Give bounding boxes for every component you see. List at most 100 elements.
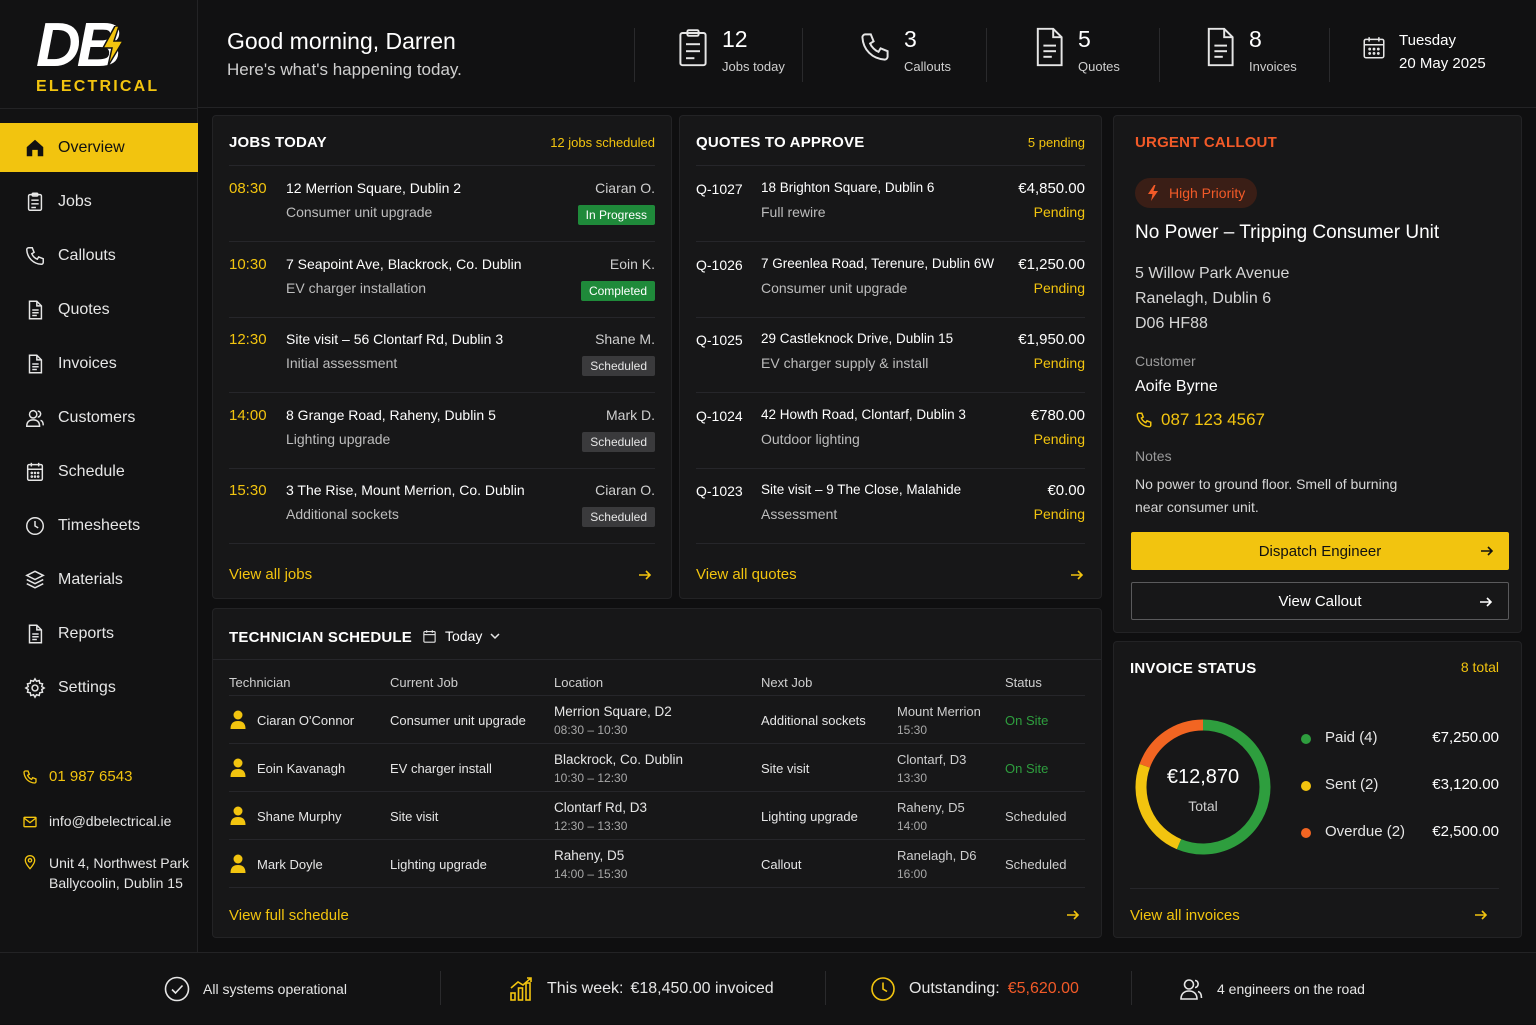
quote-status: Pending [1034,280,1085,296]
job-row[interactable]: 14:00 8 Grange Road, Raheny, Dublin 5 Ligh… [229,393,655,469]
sidebar-item-settings[interactable]: Settings [0,663,198,712]
week-label: This week: [547,980,623,998]
stat-label: Invoices [1249,59,1297,74]
column-header: Next Job [761,675,812,690]
quote-row[interactable]: Q-1027 18 Brighton Square, Dublin 6 Full r… [696,166,1085,242]
notes-line: near consumer unit. [1135,496,1397,519]
sidebar-item-schedule[interactable]: Schedule [0,447,198,496]
arrow-right-icon [1478,594,1494,610]
job-row[interactable]: 15:30 3 The Rise, Mount Merrion, Co. Dubl… [229,468,655,544]
outstanding-amount: Outstanding: €5,620.00 [870,953,1079,1025]
job-description: Additional sockets [286,506,399,522]
customer-label: Customer [1135,353,1196,369]
job-time: 12:30 [229,331,267,348]
job-address: 12 Merrion Square, Dublin 2 [286,180,461,196]
legend-amount: €2,500.00 [1432,823,1499,840]
check-circle-icon [164,976,190,1002]
sidebar-item-callouts[interactable]: Callouts [0,231,198,280]
clock-icon [24,515,46,537]
sidebar-item-customers[interactable]: Customers [0,393,198,442]
view-all-jobs-link[interactable]: View all jobs [229,566,312,583]
schedule-row[interactable]: Ciaran O'Connor Consumer unit upgrade Merr… [229,696,1085,744]
schedule-row[interactable]: Mark Doyle Lighting upgrade Raheny, D5 14:0… [229,840,1085,888]
quote-row[interactable]: Q-1026 7 Greenlea Road, Terenure, Dublin … [696,242,1085,318]
quote-row[interactable]: Q-1025 29 Castleknock Drive, Dublin 15 EV … [696,317,1085,393]
stat-quotes[interactable]: 5 Quotes [1032,26,1120,74]
mail-icon [22,814,38,830]
technician-status: On Site [1005,713,1048,728]
view-all-quotes-link[interactable]: View all quotes [696,566,797,583]
job-time: 14:00 [229,407,267,424]
brand-logo[interactable]: DB ELECTRICAL [36,18,118,74]
technician-avatar-icon [230,710,246,730]
chevron-down-icon [490,631,500,641]
divider [802,28,803,82]
document-icon [24,353,46,375]
legend-swatch [1301,734,1311,744]
stat-jobs[interactable]: 12 Jobs today [676,26,785,74]
clipboard-icon [676,26,710,68]
next-job: Lighting upgrade [761,809,858,824]
header: Good morning, Darren Here's what's happe… [198,0,1536,108]
sidebar-item-timesheets[interactable]: Timesheets [0,501,198,550]
customer-phone[interactable]: 087 123 4567 [1135,410,1265,430]
box-icon [24,569,46,591]
technician-name: Eoin Kavanagh [257,761,345,776]
next-location: Ranelagh, D6 [897,848,977,863]
weekly-invoiced: This week: €18,450.00 invoiced [508,953,774,1025]
legend-label: Overdue (2) [1325,823,1405,840]
sidebar-phone[interactable]: 01 987 6543 [22,768,197,785]
notes-label: Notes [1135,448,1172,464]
calendar-icon [422,629,437,644]
technician-status: Scheduled [1005,857,1066,872]
systems-status: All systems operational [164,953,347,1025]
technician-name: Ciaran O'Connor [257,713,354,728]
schedule-filter-dropdown[interactable]: Today [422,628,500,644]
dispatch-engineer-button[interactable]: Dispatch Engineer [1131,532,1509,570]
schedule-row[interactable]: Shane Murphy Site visit Clontarf Rd, D3 12:… [229,792,1085,840]
arrow-right-icon[interactable] [1069,567,1085,583]
address-line: Unit 4, Northwest Park [49,853,189,873]
sidebar-item-invoices[interactable]: Invoices [0,339,198,388]
quote-amount: €0.00 [1047,482,1085,499]
technician-status: Scheduled [1005,809,1066,824]
quote-status: Pending [1034,506,1085,522]
sidebar-email[interactable]: info@dbelectrical.ie [22,813,197,830]
outstanding-value: €5,620.00 [1008,980,1079,998]
sidebar: DB ELECTRICAL Overview Jobs Callouts Quo… [0,0,198,952]
bar-chart-icon [508,976,534,1002]
greeting: Good morning, Darren [227,28,462,55]
view-callout-button[interactable]: View Callout [1131,582,1509,620]
divider [0,108,198,109]
view-all-invoices-link[interactable]: View all invoices [1130,907,1240,924]
schedule-row[interactable]: Eoin Kavanagh EV charger install Blackrock… [229,744,1085,792]
arrow-right-icon[interactable] [1473,907,1489,923]
job-technician: Shane M. [595,331,655,347]
view-full-schedule-link[interactable]: View full schedule [229,907,349,924]
sidebar-item-reports[interactable]: Reports [0,609,198,658]
quote-row[interactable]: Q-1024 42 Howth Road, Clontarf, Dublin 3 O… [696,393,1085,469]
sidebar-item-materials[interactable]: Materials [0,555,198,604]
job-row[interactable]: 10:30 7 Seapoint Ave, Blackrock, Co. Dubl… [229,242,655,318]
invoices-count: 8 total [1461,659,1499,675]
job-technician: Ciaran O. [595,482,655,498]
stat-invoices[interactable]: 8 Invoices [1203,26,1297,74]
job-technician: Mark D. [606,407,655,423]
job-description: Lighting upgrade [286,431,390,447]
arrow-right-icon[interactable] [1065,907,1081,923]
arrow-right-icon[interactable] [637,567,653,583]
job-row[interactable]: 12:30 Site visit – 56 Clontarf Rd, Dublin… [229,317,655,393]
sidebar-item-quotes[interactable]: Quotes [0,285,198,334]
sidebar-item-jobs[interactable]: Jobs [0,177,198,226]
sidebar-item-overview[interactable]: Overview [0,123,198,172]
location-time: 10:30 – 12:30 [554,771,627,785]
stat-callouts[interactable]: 3 Callouts [858,26,951,74]
quote-address: 42 Howth Road, Clontarf, Dublin 3 [761,407,966,422]
job-row[interactable]: 08:30 12 Merrion Square, Dublin 2 Consumer… [229,166,655,242]
phone-icon [1135,411,1153,429]
quote-row[interactable]: Q-1023 Site visit – 9 The Close, Malahide… [696,468,1085,544]
job-address: 3 The Rise, Mount Merrion, Co. Dublin [286,482,525,498]
status-badge: Scheduled [582,507,655,527]
sidebar-address: Unit 4, Northwest Park Ballycoolin, Dubl… [22,853,197,893]
gear-icon [24,677,46,699]
